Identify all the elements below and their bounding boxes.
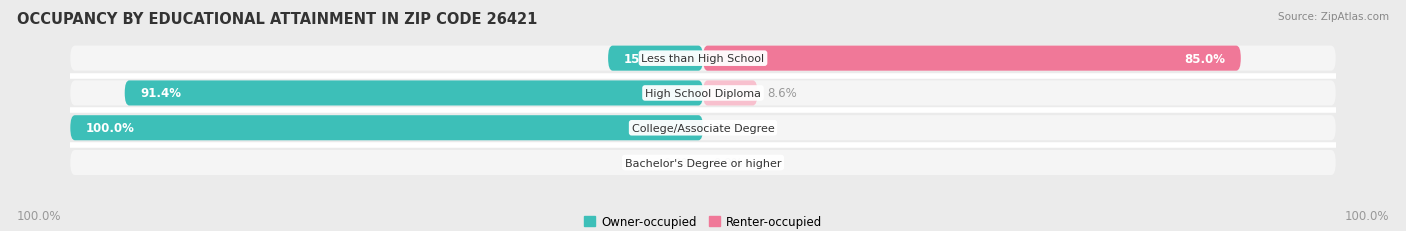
Legend: Owner-occupied, Renter-occupied: Owner-occupied, Renter-occupied xyxy=(579,210,827,231)
Text: Less than High School: Less than High School xyxy=(641,54,765,64)
Text: High School Diploma: High School Diploma xyxy=(645,88,761,99)
Text: 85.0%: 85.0% xyxy=(1185,52,1226,65)
Text: 0.0%: 0.0% xyxy=(713,156,742,169)
Text: 100.0%: 100.0% xyxy=(86,122,135,135)
Text: 0.0%: 0.0% xyxy=(713,122,742,135)
Text: College/Associate Degree: College/Associate Degree xyxy=(631,123,775,133)
Text: Source: ZipAtlas.com: Source: ZipAtlas.com xyxy=(1278,12,1389,21)
FancyBboxPatch shape xyxy=(609,46,703,71)
FancyBboxPatch shape xyxy=(70,46,1336,71)
FancyBboxPatch shape xyxy=(125,81,703,106)
Text: 15.0%: 15.0% xyxy=(623,52,664,65)
FancyBboxPatch shape xyxy=(703,46,1241,71)
Text: 0.0%: 0.0% xyxy=(664,156,693,169)
FancyBboxPatch shape xyxy=(70,81,1336,106)
FancyBboxPatch shape xyxy=(70,150,1336,175)
Text: 100.0%: 100.0% xyxy=(1344,209,1389,222)
Text: Bachelor's Degree or higher: Bachelor's Degree or higher xyxy=(624,158,782,168)
Text: 91.4%: 91.4% xyxy=(141,87,181,100)
FancyBboxPatch shape xyxy=(703,81,758,106)
Text: OCCUPANCY BY EDUCATIONAL ATTAINMENT IN ZIP CODE 26421: OCCUPANCY BY EDUCATIONAL ATTAINMENT IN Z… xyxy=(17,12,537,27)
Text: 100.0%: 100.0% xyxy=(17,209,62,222)
FancyBboxPatch shape xyxy=(70,116,703,141)
Text: 8.6%: 8.6% xyxy=(768,87,797,100)
FancyBboxPatch shape xyxy=(70,116,1336,141)
